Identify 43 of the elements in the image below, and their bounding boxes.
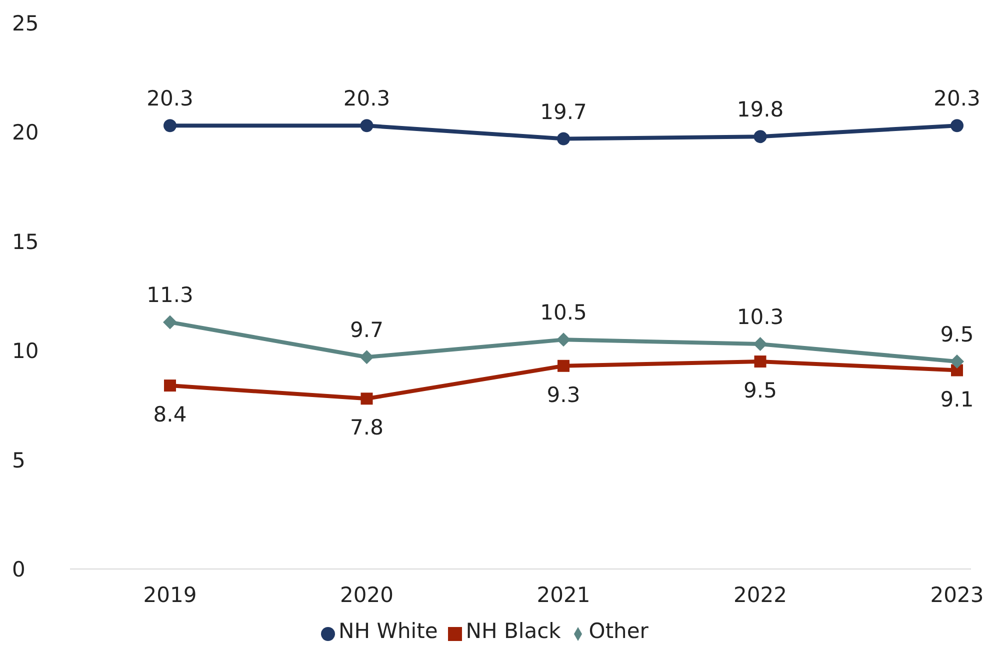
point	[360, 350, 374, 364]
point	[557, 132, 570, 146]
point	[360, 119, 374, 132]
point	[164, 380, 176, 392]
data-label: 9.1	[940, 387, 974, 412]
point	[163, 315, 177, 330]
data-label: 9.7	[350, 318, 384, 342]
x-tick-label: 2019	[143, 582, 197, 607]
point	[558, 360, 570, 372]
data-label: 19.7	[540, 100, 587, 124]
y-tick-label: 10	[12, 339, 39, 364]
data-label: 19.8	[736, 98, 784, 122]
legend-label: NH White	[338, 619, 438, 643]
data-label: 9.3	[546, 382, 580, 407]
x-tick-label: 2021	[536, 582, 590, 607]
x-tick-label: 2020	[340, 582, 394, 607]
x-tick-label: 2022	[734, 582, 787, 607]
data-label: 20.3	[146, 86, 194, 111]
legend-label: NH Black	[466, 619, 561, 643]
point	[753, 337, 768, 352]
point	[754, 130, 767, 144]
y-tick-label: 5	[12, 448, 26, 472]
data-label: 11.3	[146, 283, 194, 308]
point	[360, 392, 373, 405]
data-label: 8.4	[153, 402, 187, 427]
legend-label: Other	[588, 619, 648, 643]
data-label: 20.3	[934, 86, 980, 111]
point	[950, 354, 964, 369]
point	[754, 356, 766, 368]
point	[556, 332, 570, 347]
data-label: 10.3	[736, 305, 784, 330]
x-tick-label: 2023	[930, 582, 984, 607]
y-tick-label: 15	[12, 230, 39, 254]
y-tick-label: 25	[12, 11, 39, 36]
y-tick-label: 0	[12, 557, 26, 582]
data-label: 9.5	[940, 322, 974, 347]
data-label: 20.3	[343, 86, 390, 111]
data-label: 10.5	[540, 300, 587, 325]
data-label: 9.5	[744, 378, 777, 403]
point	[164, 119, 176, 132]
data-label: 7.8	[350, 416, 384, 440]
point	[950, 119, 964, 132]
y-tick-label: 20	[12, 120, 39, 145]
